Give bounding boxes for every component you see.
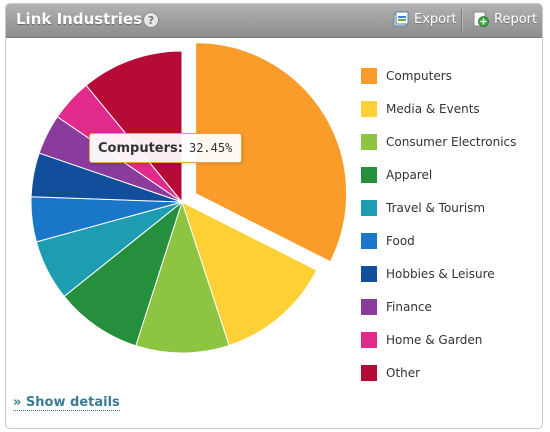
export-icon (393, 11, 409, 27)
legend-swatch (361, 101, 377, 117)
legend-label: Food (386, 234, 415, 248)
legend-item-other[interactable]: Other (361, 364, 541, 382)
legend-item-computers[interactable]: Computers (361, 67, 541, 85)
export-label: Export (414, 11, 457, 27)
legend-item-apparel[interactable]: Apparel (361, 166, 541, 184)
legend-label: Hobbies & Leisure (386, 267, 495, 281)
tooltip-label: Computers: (98, 140, 183, 156)
export-button[interactable]: Export (393, 11, 457, 27)
legend-swatch (361, 233, 377, 249)
show-details-link[interactable]: » Show details (13, 395, 120, 411)
help-icon[interactable]: ? (143, 12, 159, 28)
legend-item-food[interactable]: Food (361, 232, 541, 250)
legend-item-finance[interactable]: Finance (361, 298, 541, 316)
legend-label: Finance (386, 300, 432, 314)
legend-label: Media & Events (386, 102, 480, 116)
legend-item-travel-tourism[interactable]: Travel & Tourism (361, 199, 541, 217)
tooltip-value: 32.45% (188, 141, 233, 155)
legend-swatch (361, 266, 377, 282)
legend-item-consumer-electronics[interactable]: Consumer Electronics (361, 133, 541, 151)
legend-label: Computers (386, 69, 452, 83)
legend-label: Home & Garden (386, 333, 483, 347)
pie-chart (30, 42, 348, 354)
legend-swatch (361, 365, 377, 381)
add-report-icon (473, 11, 489, 27)
legend-item-hobbies-leisure[interactable]: Hobbies & Leisure (361, 265, 541, 283)
legend-label: Apparel (386, 168, 433, 182)
legend-label: Other (386, 366, 421, 380)
legend-swatch (361, 299, 377, 315)
legend-swatch (361, 134, 377, 150)
legend-swatch (361, 200, 377, 216)
pie-slice-other[interactable] (85, 50, 183, 204)
widget-title: Link Industries (16, 10, 142, 28)
legend-item-home-garden[interactable]: Home & Garden (361, 331, 541, 349)
pie-slice-apparel[interactable] (63, 200, 183, 347)
legend-swatch (361, 68, 377, 84)
legend-swatch (361, 167, 377, 183)
legend-label: Travel & Tourism (386, 201, 486, 215)
link-industries-widget: Link Industries ? Export (5, 3, 543, 429)
pie-slice-media-events[interactable] (181, 201, 318, 347)
report-button[interactable]: Report (473, 11, 537, 27)
pie-slice-computers[interactable] (195, 42, 348, 263)
legend-swatch (361, 332, 377, 348)
report-label: Report (494, 11, 538, 27)
legend-item-media-events[interactable]: Media & Events (361, 100, 541, 118)
legend-label: Consumer Electronics (386, 135, 517, 149)
chart-tooltip: Computers: 32.45% (89, 133, 242, 163)
pie-slice-consumer-electronics[interactable] (135, 200, 230, 354)
header-divider (461, 9, 463, 31)
widget-header: Link Industries ? Export (6, 4, 542, 38)
